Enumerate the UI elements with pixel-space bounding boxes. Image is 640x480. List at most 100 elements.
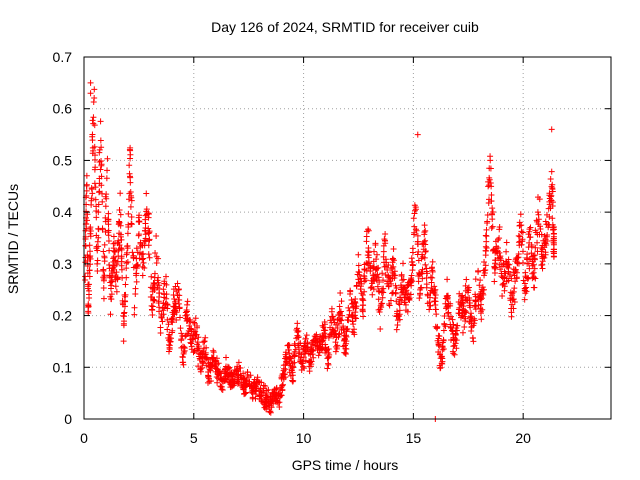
data-point xyxy=(423,274,430,281)
data-point xyxy=(478,295,485,302)
data-point xyxy=(169,329,176,336)
data-point xyxy=(442,323,449,330)
data-point xyxy=(360,302,367,309)
data-point xyxy=(177,325,184,332)
data-point xyxy=(124,258,131,265)
data-point xyxy=(98,144,105,151)
data-point xyxy=(91,122,98,129)
data-point xyxy=(433,311,440,318)
data-point xyxy=(422,248,429,255)
data-point xyxy=(411,210,418,217)
data-point xyxy=(85,303,92,310)
data-point xyxy=(529,270,536,277)
data-point xyxy=(155,274,162,281)
data-point xyxy=(164,326,171,333)
data-point xyxy=(480,291,487,298)
data-point xyxy=(391,274,398,281)
data-point xyxy=(510,296,517,303)
data-point xyxy=(89,117,96,124)
data-point xyxy=(449,348,456,355)
data-point xyxy=(186,322,193,329)
data-point xyxy=(307,363,314,370)
data-point xyxy=(321,321,328,328)
data-point xyxy=(534,209,541,216)
data-point xyxy=(347,287,354,294)
data-point xyxy=(519,238,526,245)
data-point xyxy=(315,352,322,359)
data-point xyxy=(145,210,152,217)
data-point xyxy=(345,304,352,311)
data-point xyxy=(283,359,290,366)
data-point xyxy=(343,340,350,347)
data-point xyxy=(450,321,457,328)
data-point xyxy=(408,277,415,284)
data-point xyxy=(458,299,465,306)
data-point xyxy=(310,354,317,361)
data-point xyxy=(83,172,90,179)
data-point xyxy=(145,251,152,258)
data-point xyxy=(139,272,146,279)
data-point xyxy=(334,324,341,331)
data-point xyxy=(383,259,390,266)
data-point xyxy=(113,288,120,295)
data-point xyxy=(357,286,364,293)
data-point xyxy=(434,323,441,330)
data-point xyxy=(180,350,187,357)
data-point xyxy=(402,301,409,308)
data-point xyxy=(426,299,433,306)
data-point xyxy=(86,267,93,274)
data-point xyxy=(256,396,263,403)
data-point xyxy=(98,173,105,180)
data-point xyxy=(499,293,506,300)
data-point xyxy=(221,377,228,384)
data-point xyxy=(501,274,508,281)
data-point xyxy=(379,294,386,301)
data-point xyxy=(417,271,424,278)
data-point xyxy=(343,325,350,332)
data-point xyxy=(194,345,201,352)
data-point xyxy=(342,345,349,352)
data-point xyxy=(325,345,332,352)
data-point xyxy=(138,251,145,258)
data-point xyxy=(157,330,164,337)
data-point xyxy=(532,227,539,234)
data-point xyxy=(396,301,403,308)
data-point xyxy=(175,286,182,293)
data-point xyxy=(182,333,189,340)
data-point xyxy=(91,86,98,93)
data-point xyxy=(187,325,194,332)
data-point xyxy=(360,313,367,320)
data-point xyxy=(491,270,498,277)
data-point xyxy=(400,276,407,283)
data-point xyxy=(85,310,92,317)
data-point xyxy=(184,298,191,305)
data-point xyxy=(412,206,419,213)
data-point xyxy=(492,257,499,264)
data-point xyxy=(537,223,544,230)
x-tick-label: 5 xyxy=(190,430,198,446)
data-point xyxy=(95,209,102,216)
data-point xyxy=(531,274,538,281)
data-point xyxy=(142,235,149,242)
data-point xyxy=(100,268,107,275)
data-point xyxy=(485,178,492,185)
data-point xyxy=(505,256,512,263)
data-point xyxy=(94,257,101,264)
data-point xyxy=(532,244,539,251)
data-point xyxy=(447,313,454,320)
data-point xyxy=(160,286,167,293)
data-point xyxy=(94,268,101,275)
data-point xyxy=(102,193,109,200)
data-point xyxy=(488,183,495,190)
data-point xyxy=(238,373,245,380)
data-point xyxy=(519,259,526,266)
data-point xyxy=(477,277,484,284)
data-point xyxy=(258,389,265,396)
data-point xyxy=(223,354,230,361)
data-point xyxy=(126,162,133,169)
data-point xyxy=(165,321,172,328)
data-point xyxy=(171,296,178,303)
data-point xyxy=(150,297,157,304)
y-axis-label: SRMTID / TECUs xyxy=(5,184,21,294)
data-point xyxy=(380,242,387,249)
